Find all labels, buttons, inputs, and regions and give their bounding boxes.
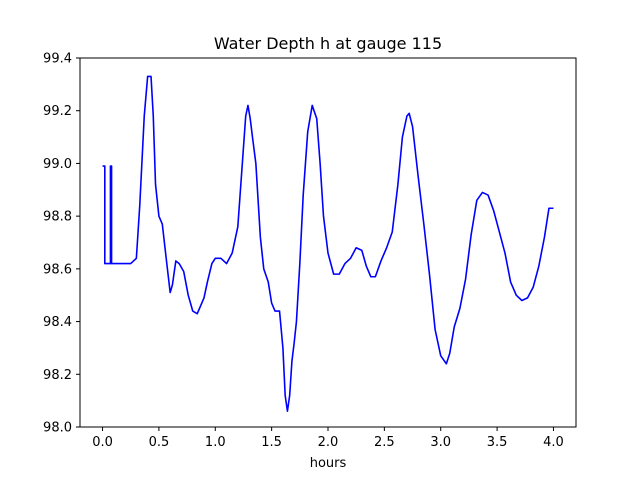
y-axis: 98.0 98.2 98.4 98.6 98.8 99.0 99.2 99.4 xyxy=(43,52,80,436)
x-tick-label: 2.0 xyxy=(318,435,339,450)
plot-area xyxy=(102,75,554,412)
x-tick-label: 0.0 xyxy=(92,435,113,450)
y-tick-label: 98.0 xyxy=(43,421,72,436)
x-tick-label: 1.5 xyxy=(261,435,282,450)
y-tick-label: 99.2 xyxy=(43,104,72,119)
x-tick-label: 0.5 xyxy=(149,435,170,450)
x-axis: 0.0 0.5 1.0 1.5 2.0 2.5 3.0 3.5 4.0 xyxy=(92,427,564,450)
x-tick-label: 1.0 xyxy=(205,435,226,450)
chart-title: Water Depth h at gauge 115 xyxy=(214,34,442,53)
x-tick-label: 3.5 xyxy=(487,435,508,450)
y-tick-label: 99.0 xyxy=(43,157,72,172)
y-tick-label: 99.4 xyxy=(43,52,72,67)
y-tick-label: 98.4 xyxy=(43,315,72,330)
x-axis-label: hours xyxy=(310,456,347,471)
y-tick-label: 98.8 xyxy=(43,210,72,225)
x-tick-label: 3.0 xyxy=(430,435,451,450)
x-tick-label: 4.0 xyxy=(543,435,564,450)
series-line-0 xyxy=(102,75,554,412)
y-tick-label: 98.2 xyxy=(43,368,72,383)
y-tick-label: 98.6 xyxy=(43,262,72,277)
x-tick-label: 2.5 xyxy=(374,435,395,450)
